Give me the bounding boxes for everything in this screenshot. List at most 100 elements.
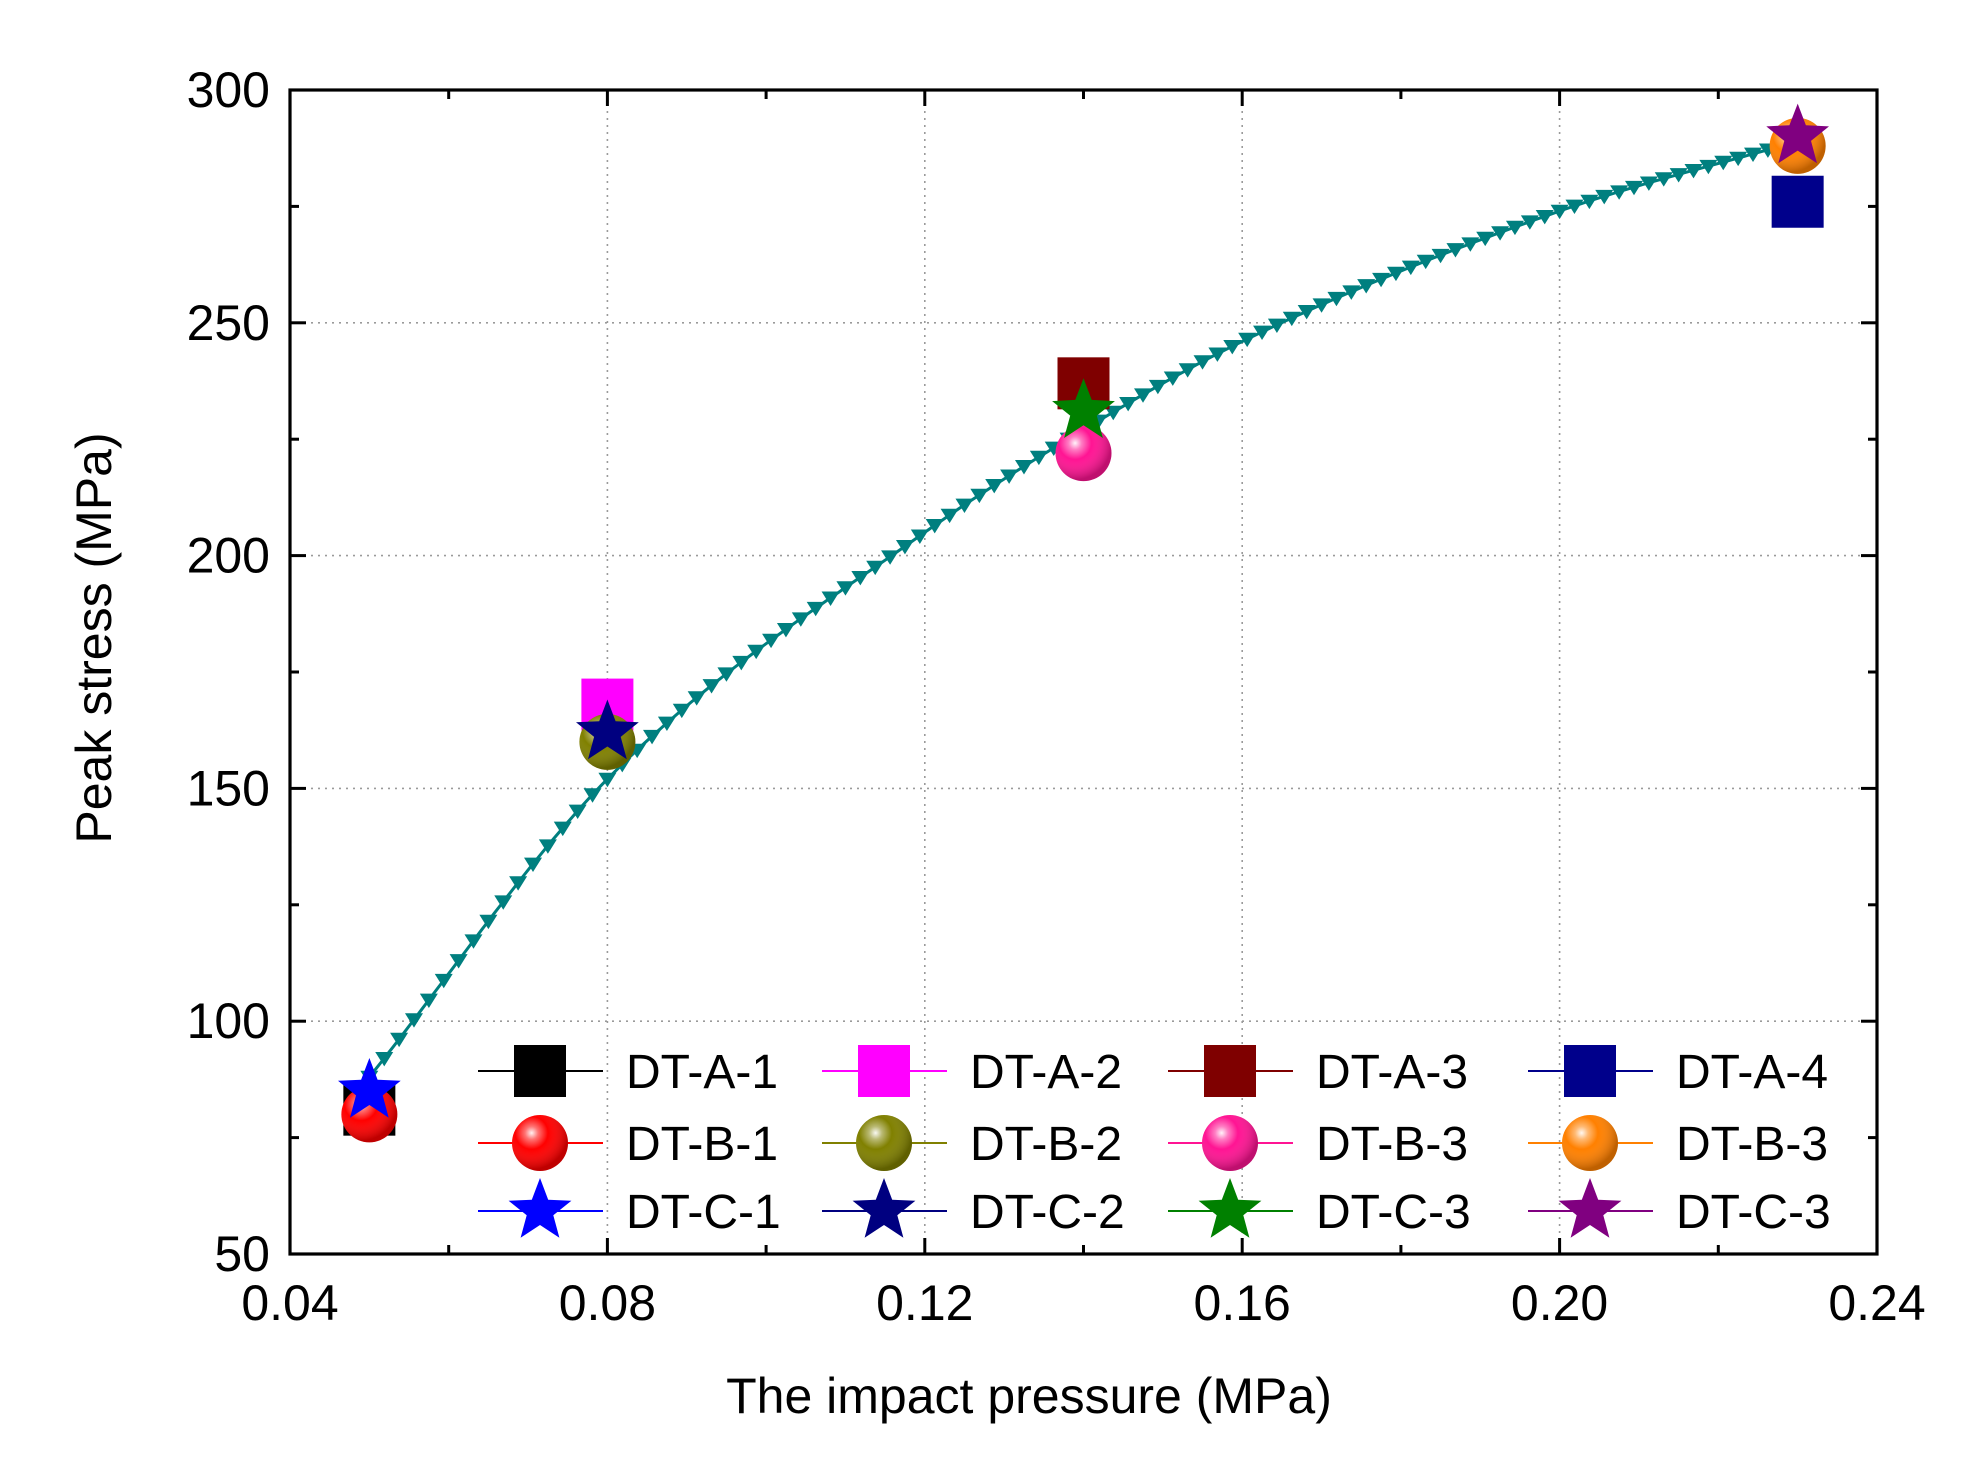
grid-lines (290, 90, 1877, 1254)
fit-curve-marker (1342, 285, 1361, 300)
x-tick-label: 0.08 (559, 1275, 656, 1331)
x-tick-label: 0.16 (1194, 1275, 1291, 1331)
fit-curve-marker (1639, 176, 1658, 191)
legend-label: DT-B-1 (626, 1118, 778, 1171)
fit-curve-marker (1372, 272, 1391, 288)
data-point-dt-c-3 (1766, 103, 1829, 164)
legend-item: DT-C-3 (1168, 1178, 1471, 1239)
fit-curve-marker (390, 1032, 409, 1048)
fit-curve-marker (1669, 168, 1688, 183)
fit-curve-marker (836, 581, 855, 596)
legend-marker-highlight (1562, 1115, 1618, 1171)
fit-curve-marker (985, 479, 1004, 494)
fit-curve-marker (494, 895, 513, 910)
fit-curve-marker (1491, 226, 1510, 241)
fit-curve-marker (1729, 151, 1748, 167)
fit-curve-marker (747, 644, 766, 660)
fit-curve-marker (1431, 248, 1450, 264)
fit-curve-marker (1178, 363, 1197, 378)
fit-curve-marker (1446, 243, 1465, 258)
y-tick-label: 200 (187, 528, 270, 584)
fit-curve-marker (1193, 355, 1212, 370)
legend-item: DT-C-2 (822, 1178, 1125, 1239)
fit-curve-marker (1654, 172, 1673, 187)
y-tick-label: 100 (187, 993, 270, 1049)
fit-curve-marker (732, 655, 751, 671)
legend-item: DT-B-3 (1168, 1115, 1468, 1171)
fit-curve-marker (1416, 254, 1435, 270)
fit-curve-line (368, 139, 1799, 1079)
fit-curve-marker (1476, 231, 1495, 247)
fit-curve-marker (1535, 210, 1554, 225)
fit-curve-marker (1163, 371, 1182, 386)
fit-curve-marker (940, 508, 959, 524)
fit-curve-marker (925, 519, 944, 534)
legend-marker (1562, 1115, 1618, 1171)
fit-curve-marker (1714, 155, 1733, 171)
fit-curve-marker (955, 498, 974, 514)
legend-label: DT-C-3 (1676, 1186, 1831, 1239)
fit-curve-marker (851, 570, 870, 586)
fit-curve-marker (1744, 147, 1763, 163)
data-point-dt-b-3-highlight (1055, 425, 1112, 482)
legend-marker (1558, 1178, 1622, 1238)
legend-item: DT-B-3 (1528, 1115, 1828, 1171)
fit-curve-marker (1624, 180, 1643, 196)
axes: 0.04 0.08 0.12 0.16 0.20 0.24 50 100 150 200 250 30… (187, 62, 1926, 1331)
fit-curve-marker (895, 540, 914, 555)
legend-item: DT-A-1 (478, 1045, 778, 1099)
legend-item: DT-B-2 (822, 1115, 1122, 1171)
fit-curve-marker (1014, 460, 1033, 475)
legend-marker (508, 1178, 572, 1238)
legend: DT-A-1 DT-A-2 DT-A-3 DT-A-4 DT-B-1 DT-B-2 DT-B… (478, 1045, 1831, 1239)
fit-curve-marker (881, 550, 900, 565)
legend-marker (512, 1115, 568, 1171)
y-tick-label: 300 (187, 62, 270, 118)
y-tick-label: 50 (214, 1226, 270, 1282)
fit-curve-marker (970, 488, 989, 504)
fit-curve-marker (464, 934, 483, 949)
fit-curve-marker (1461, 237, 1480, 252)
legend-item: DT-C-3 (1528, 1178, 1831, 1239)
fit-curve-marker (1282, 311, 1301, 327)
fit-curve-marker (1267, 318, 1286, 334)
fit-curve-marker (538, 839, 557, 854)
fit-curve-marker (553, 821, 572, 837)
fit-curve-marker (1029, 450, 1048, 466)
x-tick-label: 0.04 (241, 1275, 338, 1331)
y-axis-title: Peak stress (MPa) (66, 432, 122, 843)
legend-item: DT-A-4 (1528, 1045, 1828, 1099)
data-point-dt-c-1 (338, 1058, 401, 1118)
fit-curve-marker (1208, 347, 1227, 362)
fit-curve-marker (1223, 339, 1242, 355)
legend-label: DT-B-3 (1316, 1118, 1468, 1171)
fit-curve (360, 134, 1807, 1086)
fit-curve-marker (1565, 199, 1584, 215)
legend-marker-highlight (512, 1115, 568, 1171)
y-tick-label: 150 (187, 760, 270, 816)
fit-curve-marker (1520, 215, 1539, 230)
legend-item: DT-A-2 (822, 1045, 1122, 1099)
fit-curve-marker (1386, 266, 1405, 282)
legend-label: DT-C-3 (1316, 1186, 1471, 1239)
legend-label: DT-A-2 (970, 1046, 1122, 1099)
legend-marker (1202, 1115, 1258, 1171)
fit-curve-marker (1134, 388, 1153, 403)
data-markers (338, 103, 1829, 1143)
fit-curve-marker (806, 601, 825, 617)
legend-marker (858, 1045, 910, 1097)
legend-item: DT-B-1 (478, 1115, 778, 1171)
legend-marker (852, 1178, 916, 1238)
legend-marker (1564, 1045, 1616, 1097)
fit-curve-marker (643, 729, 662, 745)
fit-curve-marker (1595, 189, 1614, 205)
data-point-dt-a-4 (1771, 175, 1824, 228)
fit-curve-marker (1148, 379, 1167, 395)
legend-marker (514, 1045, 566, 1097)
fit-curve-marker (509, 876, 528, 891)
legend-label: DT-A-3 (1316, 1046, 1468, 1099)
fit-curve-marker (717, 667, 736, 682)
legend-label: DT-B-2 (970, 1118, 1122, 1171)
fit-curve-marker (866, 560, 885, 576)
legend-marker (1204, 1045, 1256, 1097)
